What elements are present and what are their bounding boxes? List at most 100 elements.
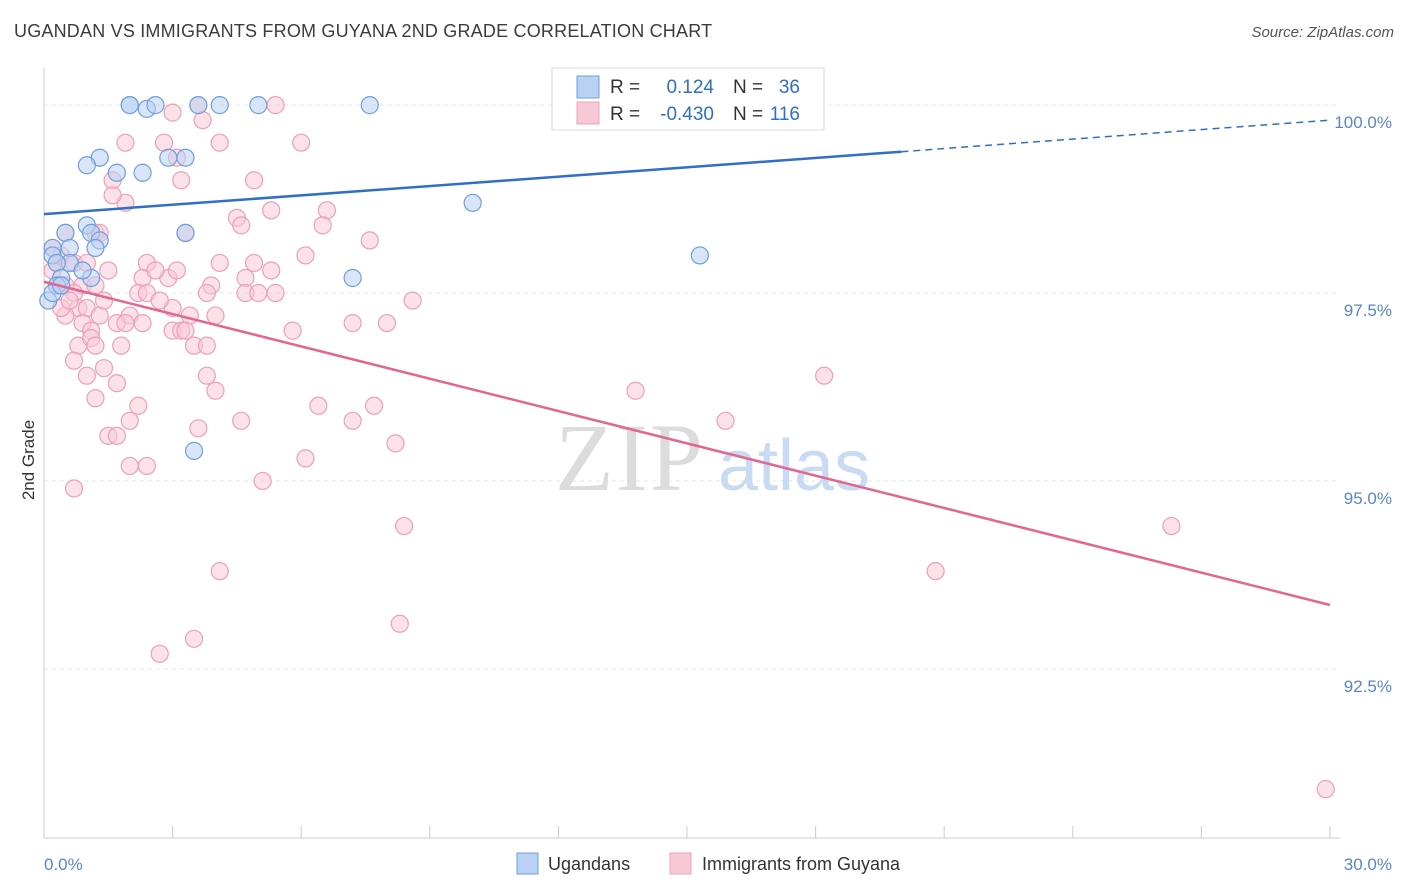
guyana-point-103 [150, 644, 169, 663]
guyana-point-72 [197, 336, 216, 355]
series-legend-swatch-guyana [669, 852, 692, 875]
x-tick-label-0: 0.0% [44, 855, 83, 874]
guyana-point-91 [386, 434, 405, 453]
guyana-point-97 [394, 516, 414, 536]
legend-swatch-ugandans [576, 75, 600, 99]
guyana-point-94 [296, 449, 315, 468]
guyana-point-33 [167, 261, 186, 280]
guyana-point-78 [626, 381, 645, 400]
ugandans-point-4 [189, 96, 208, 115]
guyana-point-6 [116, 133, 135, 152]
ugandans-point-35 [73, 261, 92, 280]
guyana-point-66 [283, 321, 302, 340]
ugandans-point-29 [343, 268, 362, 288]
ugandans-point-3 [146, 96, 165, 115]
legend-r-value-2: -0.430 [660, 104, 714, 125]
watermark-atlas: atlas [718, 426, 870, 506]
guyana-point-31 [99, 261, 118, 280]
guyana-point-96 [64, 479, 84, 498]
legend-n-label-2: N = [733, 104, 763, 125]
guyana-point-36 [262, 261, 281, 280]
ugandans-point-6 [249, 96, 268, 115]
guyana-point-47 [266, 283, 285, 303]
guyana-point-35 [244, 253, 264, 273]
guyana-point-93 [137, 456, 156, 476]
guyana-point-58 [377, 313, 397, 333]
legend-n-label-1: N = [733, 77, 763, 98]
series-legend-guyana: Immigrants from Guyana [702, 854, 901, 874]
ugandans-point-7 [360, 96, 379, 115]
guyana-point-84 [716, 411, 735, 430]
guyana-point-82 [309, 396, 328, 415]
guyana-point-5 [154, 133, 174, 152]
guyana-point-75 [107, 374, 126, 393]
ugandans-point-5 [210, 96, 229, 115]
ugandans-point-22 [86, 238, 105, 258]
legend-r-label-2: R = [610, 104, 640, 125]
guyana-point-3 [193, 111, 212, 130]
guyana-point-79 [815, 366, 834, 385]
ugandans-point-12 [159, 148, 178, 167]
guyana-point-100 [926, 562, 945, 581]
axes: 100.0% 97.5% 95.0% 92.5% 0.0% 30.0% [43, 68, 1392, 874]
guyana-point-18 [232, 216, 251, 235]
series-legend-swatch-ugandans [516, 852, 539, 875]
stats-legend: R = 0.124 N = 36 R = -0.430 N = 116 [551, 67, 825, 131]
ugandans-trend-extension [901, 119, 1331, 153]
series-legend: Ugandans Immigrants from Guyana [516, 852, 901, 875]
legend-swatch-guyana [576, 101, 600, 125]
ugandans-point-11 [107, 163, 126, 182]
x-tick-label-1: 30.0% [1344, 855, 1392, 874]
ugandans-point-14 [463, 193, 482, 212]
guyana-point-14 [262, 201, 281, 220]
guyana-point-111 [94, 359, 114, 378]
y-tick-label-3: 92.5% [1344, 677, 1392, 696]
guyana-point-56 [206, 306, 225, 325]
ugandans-point-16 [56, 223, 75, 242]
guyana-point-99 [210, 562, 229, 581]
ugandans-point-34 [184, 441, 204, 460]
ugandans-point-1 [120, 96, 139, 115]
y-tick-label-2: 95.0% [1344, 489, 1392, 508]
ugandans-point-30 [690, 246, 709, 265]
guyana-point-101 [390, 614, 409, 633]
guyana-point-15 [317, 201, 337, 220]
ugandans-trend-line [43, 150, 902, 216]
guyana-point-107 [150, 291, 169, 310]
guyana-point-76 [197, 366, 216, 385]
guyana-point-98 [1162, 516, 1181, 536]
guyana-point-77 [206, 381, 225, 400]
guyana-point-19 [313, 216, 332, 235]
guyana-point-113 [249, 283, 268, 303]
chart-title: UGANDAN VS IMMIGRANTS FROM GUYANA 2ND GR… [14, 21, 713, 41]
legend-n-value-2: 116 [770, 104, 800, 125]
guyana-point-34 [210, 253, 229, 273]
guyana-point-4 [210, 133, 229, 152]
guyana-point-2 [163, 103, 182, 122]
guyana-point-88 [343, 411, 362, 430]
guyana-point-105 [116, 313, 135, 333]
guyana-point-86 [189, 419, 208, 438]
guyana-point-81 [129, 396, 148, 415]
guyana-point-48 [403, 291, 422, 310]
y-tick-label-1: 97.5% [1344, 301, 1392, 320]
legend-r-value-1: 0.124 [666, 77, 714, 98]
ugandans-point-9 [77, 156, 96, 175]
guyana-point-87 [232, 411, 251, 430]
legend-n-value-1: 36 [779, 77, 800, 98]
trend-lines [43, 119, 1331, 607]
guyana-point-52 [90, 306, 109, 325]
ugandans-point-13 [176, 148, 195, 167]
guyana-point-57 [343, 313, 362, 333]
guyana-point-45 [197, 283, 216, 303]
guyana-point-70 [112, 336, 131, 355]
guyana-point-95 [253, 471, 272, 491]
legend-r-label-1: R = [610, 77, 640, 98]
guyana-point-112 [176, 321, 195, 340]
guyana-trend-line [43, 280, 1331, 607]
guyana-point-13 [103, 186, 122, 205]
guyana-point-74 [77, 366, 96, 385]
guyana-point-7 [292, 133, 311, 152]
ugandans-point-10 [133, 163, 152, 182]
